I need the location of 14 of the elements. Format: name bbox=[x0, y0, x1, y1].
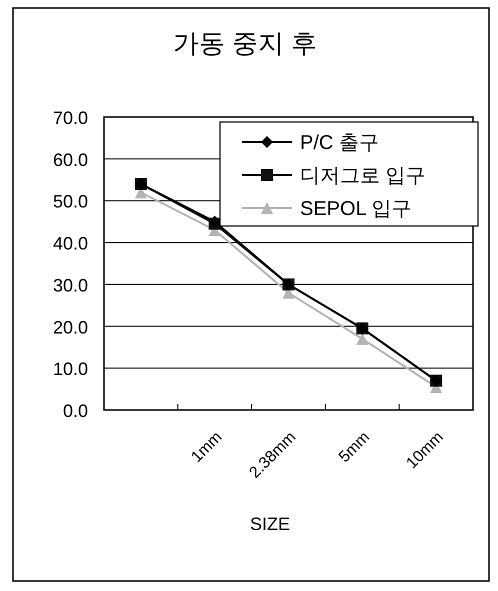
chart-title: 가동 중지 후 bbox=[172, 28, 318, 58]
y-tick-label: 40.0 bbox=[52, 234, 88, 254]
point bbox=[356, 332, 368, 345]
legend-label: P/C 출구 bbox=[300, 132, 379, 154]
legend-label: 디저그로 입구 bbox=[300, 165, 426, 187]
x-axis-title: SIZE bbox=[250, 514, 290, 534]
y-tick-label: 50.0 bbox=[52, 192, 88, 212]
y-tick-label: 30.0 bbox=[52, 275, 88, 296]
y-tick-label: 0.0 bbox=[62, 401, 88, 421]
y-tick-label: 60.0 bbox=[52, 150, 88, 170]
y-tick-label: 70.0 bbox=[52, 108, 88, 128]
y-tick-label: 20.0 bbox=[52, 317, 88, 338]
legend-label: SEPOL 입구 bbox=[300, 198, 412, 220]
y-tick-label: 10.0 bbox=[52, 359, 88, 380]
